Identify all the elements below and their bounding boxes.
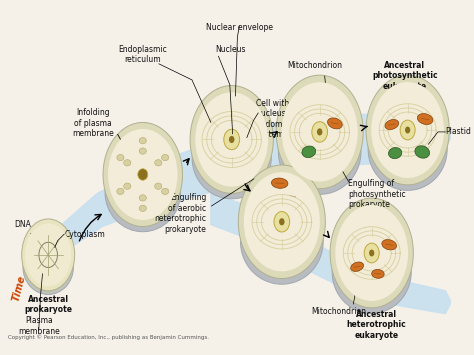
Ellipse shape	[138, 169, 148, 180]
Ellipse shape	[400, 120, 415, 140]
Ellipse shape	[139, 195, 146, 201]
Text: Mitochondrion: Mitochondrion	[311, 307, 366, 316]
Ellipse shape	[23, 240, 73, 294]
Ellipse shape	[351, 262, 364, 272]
Ellipse shape	[276, 75, 363, 189]
Ellipse shape	[328, 118, 342, 129]
Polygon shape	[31, 111, 451, 283]
Ellipse shape	[332, 231, 411, 313]
Ellipse shape	[272, 178, 288, 188]
Text: Plastid: Plastid	[446, 127, 471, 136]
Ellipse shape	[124, 160, 131, 166]
Text: Cell with
nucleus and
endomembrane
system: Cell with nucleus and endomembrane syste…	[256, 99, 317, 139]
Ellipse shape	[124, 183, 131, 189]
Text: Nuclear envelope: Nuclear envelope	[206, 23, 273, 32]
Ellipse shape	[155, 160, 162, 166]
Text: Cytoplasm: Cytoplasm	[64, 230, 105, 239]
Text: Endoplasmic
reticulum: Endoplasmic reticulum	[118, 45, 167, 64]
Text: DNA: DNA	[14, 220, 31, 229]
Ellipse shape	[240, 199, 323, 284]
Ellipse shape	[162, 188, 169, 195]
Ellipse shape	[155, 183, 162, 189]
Ellipse shape	[286, 191, 299, 201]
Text: Copyright © Pearson Education, Inc., publishing as Benjamin Cummings.: Copyright © Pearson Education, Inc., pub…	[8, 334, 209, 340]
Text: Plasma
membrane: Plasma membrane	[18, 316, 60, 336]
Ellipse shape	[282, 82, 358, 181]
Ellipse shape	[139, 205, 146, 212]
Ellipse shape	[238, 165, 325, 279]
Ellipse shape	[22, 219, 75, 291]
Ellipse shape	[224, 129, 239, 150]
Text: Ancestral
heterotrophic
eukaryote: Ancestral heterotrophic eukaryote	[346, 310, 406, 339]
Ellipse shape	[195, 92, 268, 187]
Ellipse shape	[105, 154, 181, 232]
Ellipse shape	[108, 129, 178, 220]
Ellipse shape	[302, 146, 316, 158]
Ellipse shape	[372, 269, 384, 278]
Ellipse shape	[274, 212, 290, 232]
Text: Engulfing
of aerobic
heterotrophic
prokaryote: Engulfing of aerobic heterotrophic proka…	[154, 193, 206, 234]
Ellipse shape	[279, 218, 284, 225]
Text: Ancestral
photosynthetic
eukaryote: Ancestral photosynthetic eukaryote	[372, 61, 438, 91]
Text: Nucleus: Nucleus	[216, 45, 246, 54]
Ellipse shape	[162, 154, 169, 161]
Ellipse shape	[278, 109, 361, 194]
Ellipse shape	[364, 243, 379, 263]
Text: Infolding
of plasma
membrane: Infolding of plasma membrane	[72, 108, 113, 138]
Text: Time: Time	[10, 274, 27, 302]
Ellipse shape	[139, 148, 146, 154]
Polygon shape	[211, 193, 451, 313]
Ellipse shape	[385, 120, 399, 130]
Ellipse shape	[366, 75, 449, 185]
Ellipse shape	[244, 172, 320, 272]
Ellipse shape	[25, 223, 72, 286]
Ellipse shape	[405, 127, 410, 133]
Ellipse shape	[335, 205, 408, 301]
Ellipse shape	[415, 146, 429, 158]
Ellipse shape	[418, 114, 433, 125]
Ellipse shape	[389, 148, 402, 159]
Ellipse shape	[139, 137, 146, 144]
Ellipse shape	[103, 122, 182, 226]
Ellipse shape	[117, 188, 124, 195]
Ellipse shape	[192, 118, 271, 199]
Ellipse shape	[369, 250, 374, 256]
Ellipse shape	[117, 154, 124, 161]
Text: Mitochondrion: Mitochondrion	[287, 61, 342, 70]
Ellipse shape	[190, 86, 273, 193]
Text: Ancestral
prokaryote: Ancestral prokaryote	[24, 295, 72, 314]
Ellipse shape	[330, 198, 413, 308]
Ellipse shape	[382, 240, 397, 250]
Ellipse shape	[371, 82, 444, 178]
Ellipse shape	[317, 129, 322, 136]
Ellipse shape	[312, 122, 328, 142]
Ellipse shape	[368, 108, 447, 190]
Text: Engulfing of
photosynthetic
prokaryote: Engulfing of photosynthetic prokaryote	[348, 179, 406, 209]
Ellipse shape	[229, 136, 235, 143]
Ellipse shape	[316, 156, 328, 166]
